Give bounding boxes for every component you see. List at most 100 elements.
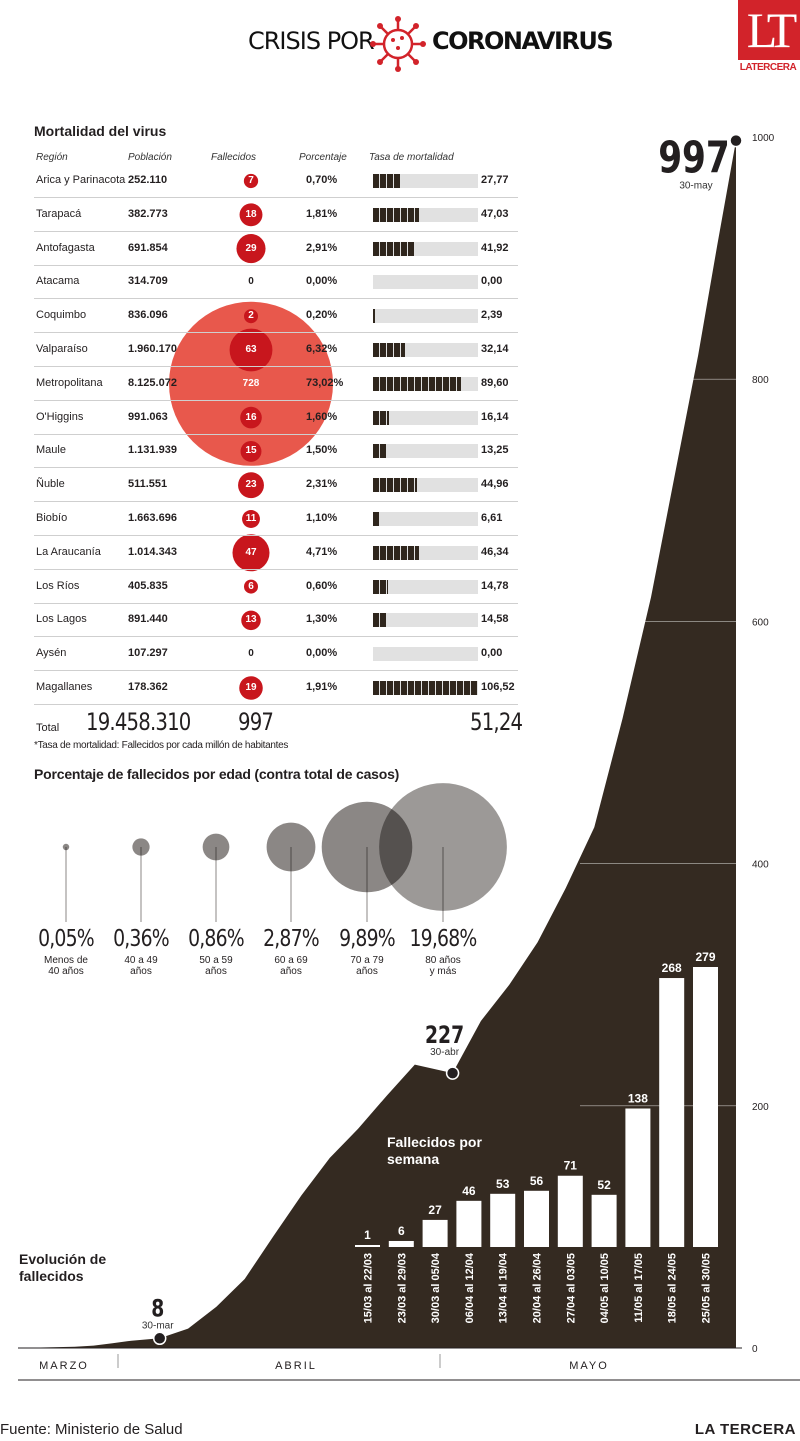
row-population: 511.551	[128, 478, 168, 491]
row-population: 991.063	[128, 410, 168, 423]
row-divider	[34, 602, 518, 604]
age-bubbles	[62, 783, 507, 922]
row-deaths: 19	[245, 682, 257, 693]
row-rate: 47,03	[481, 207, 509, 220]
row-divider	[34, 197, 518, 198]
age-bubble	[62, 843, 70, 851]
death-bubble	[240, 406, 262, 429]
row-rate: 0,00	[481, 647, 503, 660]
weekly-bar-value: 56	[530, 1174, 544, 1188]
row-region: Ñuble	[36, 478, 65, 491]
row-rate: 14,78	[481, 579, 509, 592]
weekly-bar-category: 11/05 al 17/05	[633, 1253, 645, 1323]
row-percentage: 0,00%	[306, 275, 338, 288]
row-rate: 6,61	[481, 512, 503, 524]
weekly-bar-value: 71	[564, 1159, 578, 1173]
death-bubble	[243, 173, 259, 189]
row-divider	[34, 467, 518, 469]
row-population: 405.835	[128, 579, 168, 592]
row-percentage: 0,00%	[306, 647, 338, 660]
row-region: Aysén	[36, 647, 67, 660]
row-deaths: 11	[245, 513, 257, 524]
annotation-date: 30-mar	[142, 1320, 174, 1331]
row-percentage: 2,31%	[306, 478, 338, 491]
row-divider	[34, 230, 518, 232]
row-population: 8.125.072	[128, 376, 177, 389]
row-region: Biobío	[36, 512, 68, 524]
death-bubble	[244, 309, 258, 324]
header-region: Región	[36, 152, 68, 163]
row-divider	[34, 704, 518, 705]
age-bubble	[266, 822, 316, 872]
row-divider	[34, 366, 518, 367]
rate-bar-track	[373, 275, 478, 290]
rate-bar	[373, 174, 401, 188]
row-region: La Araucanía	[36, 545, 101, 558]
weekly-bar	[388, 1240, 414, 1247]
total-deaths: 997	[238, 708, 274, 736]
row-population: 252.110	[128, 174, 168, 186]
death-bubbles	[169, 173, 333, 700]
row-divider	[34, 298, 518, 300]
header-percentage: Porcentaje	[299, 152, 347, 163]
age-percentage: 9,89%	[339, 926, 396, 952]
row-population: 836.096	[128, 309, 168, 322]
row-rate: 14,58	[481, 613, 509, 626]
header-mortality-rate: Tasa de mortalidad	[369, 152, 454, 163]
age-label-line2: años	[205, 966, 227, 977]
rate-bar	[373, 343, 405, 357]
rate-bar	[373, 545, 419, 560]
row-divider	[34, 535, 518, 536]
row-rate: 13,25	[481, 444, 509, 457]
death-bubble	[232, 534, 270, 572]
death-bubble	[242, 510, 260, 528]
age-bubble	[379, 783, 507, 911]
virus-icon	[370, 16, 426, 72]
row-rate: 44,96	[481, 478, 509, 491]
age-label-line2: 40 años	[48, 966, 84, 977]
row-rate: 106,52	[481, 681, 515, 693]
row-population: 1.131.939	[128, 444, 177, 457]
row-rate: 41,92	[481, 241, 509, 254]
logo: LT	[738, 0, 800, 60]
weekly-bar-category: 23/03 al 29/03	[396, 1253, 408, 1323]
row-region: Valparaíso	[36, 343, 88, 355]
age-label-line2: años	[356, 966, 378, 977]
row-region: Los Ríos	[36, 579, 80, 592]
row-percentage: 1,81%	[306, 207, 338, 220]
row-deaths: 728	[242, 377, 260, 389]
y-tick-label: 200	[752, 1102, 769, 1113]
y-tick-label: 800	[752, 375, 769, 386]
total-population: 19.458.310	[86, 708, 191, 736]
row-percentage: 1,10%	[306, 512, 338, 524]
row-rate: 0,00	[481, 275, 503, 288]
row-divider	[34, 264, 518, 266]
weekly-bar-category: 20/04 al 26/04	[532, 1252, 544, 1323]
row-percentage: 0,20%	[306, 309, 338, 322]
row-deaths: 16	[245, 411, 257, 423]
age-percentage: 0,86%	[188, 926, 245, 952]
rate-bar-track	[373, 613, 478, 628]
logo-subtitle: LATERCERA	[739, 62, 797, 73]
weekly-bar	[659, 978, 685, 1247]
death-bubble	[229, 328, 273, 372]
row-region: Metropolitana	[36, 376, 103, 389]
rate-bar-track	[373, 647, 478, 662]
row-divider	[34, 670, 518, 672]
age-label-line1: 50 a 59	[199, 955, 233, 966]
row-region: Arica y Parinacota	[36, 174, 126, 186]
row-deaths: 2	[248, 310, 254, 322]
row-deaths: 0	[248, 276, 254, 288]
death-bubble	[169, 301, 333, 466]
row-deaths: 0	[248, 648, 254, 660]
row-population: 107.297	[128, 647, 168, 660]
age-bubble	[132, 838, 150, 856]
x-month-label: MAYO	[569, 1360, 609, 1372]
age-label-line1: Menos de	[44, 955, 88, 966]
row-population: 382.773	[128, 207, 168, 220]
death-bubble	[241, 610, 261, 631]
y-tick-label: 0	[752, 1344, 758, 1355]
row-rate: 89,60	[481, 376, 509, 389]
weekly-bar-category: 18/05 al 24/05	[667, 1253, 679, 1323]
rate-bar-track	[373, 444, 478, 459]
